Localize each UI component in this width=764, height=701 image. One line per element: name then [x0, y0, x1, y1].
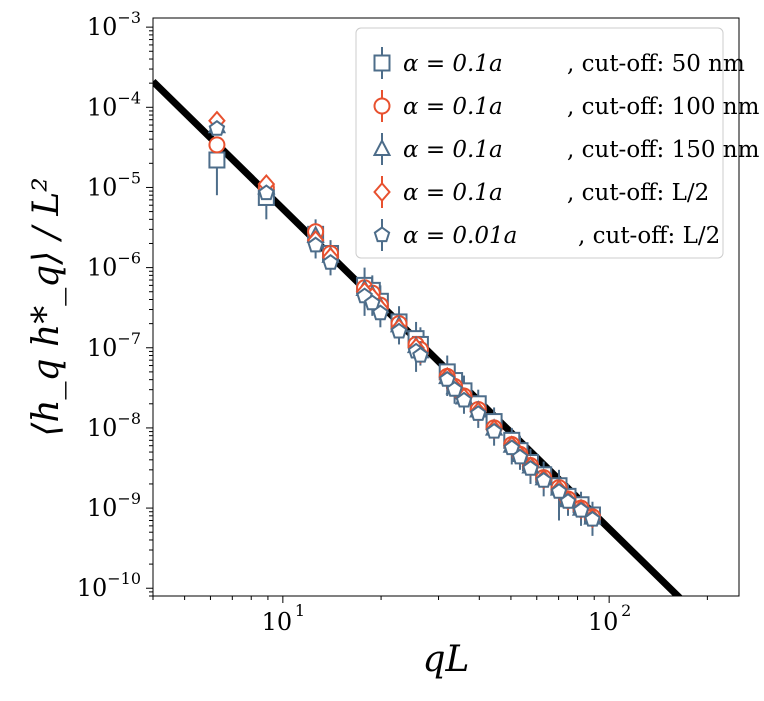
legend-label-cutoff: , cut-off: 150 nm — [567, 137, 760, 163]
data-point-pentagon — [208, 120, 226, 136]
data-point-square — [208, 151, 226, 169]
data-point-pentagon — [535, 471, 552, 488]
data-point-pentagon — [322, 254, 339, 270]
data-point-pentagon — [412, 346, 429, 363]
data-point-circle — [208, 136, 226, 154]
data-point-pentagon — [307, 236, 324, 253]
data-point-pentagon — [469, 405, 487, 421]
data-point-pentagon — [584, 510, 601, 527]
y-tick-exponent: −6 — [117, 249, 141, 268]
data-point-pentagon — [572, 501, 590, 518]
data-point-pentagon — [503, 439, 521, 456]
y-tick-label: 10−3 — [87, 8, 141, 41]
y-tick-label: 10−4 — [87, 88, 141, 121]
x-tick-label: 10 — [588, 608, 619, 636]
y-tick-exponent: −3 — [117, 8, 141, 27]
x-tick-exponent: 1 — [295, 601, 305, 620]
legend-marker-pentagon — [373, 226, 391, 243]
legend-label-alpha: α = 0.1a — [403, 180, 503, 206]
y-tick-exponent: −4 — [117, 88, 141, 107]
legend-box — [355, 27, 724, 259]
y-tick-exponent: −8 — [117, 409, 141, 428]
data-point-pentagon — [390, 322, 408, 339]
legend-label-alpha: α = 0.1a — [403, 51, 503, 77]
legend-marker-circle — [373, 97, 391, 115]
data-point-pentagon — [455, 391, 473, 408]
y-tick-exponent: −10 — [107, 569, 141, 588]
legend-marker-diamond — [373, 181, 391, 203]
y-tick-label: 10−9 — [87, 489, 141, 522]
legend: α = 0.1a , cut-off: 50 nm α = 0.1a , cut-of… — [355, 27, 760, 259]
x-axis-label: qL — [423, 639, 470, 680]
legend-label-cutoff: , cut-off: L/2 — [567, 180, 709, 206]
y-tick-exponent: −9 — [117, 489, 141, 508]
y-tick-label: 10−6 — [87, 249, 141, 282]
legend-label-alpha: α = 0.1a — [403, 94, 503, 120]
legend-label-cutoff: , cut-off: 100 nm — [567, 94, 760, 120]
x-tick-label: 10 — [262, 608, 293, 636]
legend-marker-triangle — [372, 138, 392, 156]
y-tick-label: 10−7 — [87, 329, 141, 362]
y-tick-exponent: −5 — [117, 168, 141, 187]
plot-frame — [152, 17, 740, 597]
data-point-pentagon — [363, 294, 381, 311]
legend-label-cutoff: , cut-off: 50 nm — [567, 51, 745, 77]
x-tick-exponent: 2 — [621, 601, 631, 620]
legend-label-alpha: α = 0.1a — [403, 137, 503, 163]
data-point-pentagon — [522, 459, 539, 476]
data-point-pentagon — [372, 304, 389, 321]
y-tick-label: 10−8 — [87, 409, 141, 442]
legend-label-alpha: α = 0.01a — [403, 223, 517, 249]
data-point-pentagon — [446, 380, 463, 397]
y-tick-exponent: −7 — [117, 329, 141, 348]
y-axis-label: ⟨h_q h*_q⟩ / L² — [26, 177, 67, 436]
y-tick-label: 10−10 — [77, 569, 141, 602]
legend-label-cutoff: , cut-off: L/2 — [578, 223, 720, 249]
y-tick-label: 10−5 — [87, 168, 141, 201]
data-point-pentagon — [485, 422, 503, 439]
data-point-pentagon — [550, 482, 568, 499]
data-point-pentagon — [559, 492, 577, 509]
data-point-pentagon — [511, 448, 529, 465]
data-point-pentagon — [438, 370, 456, 387]
data-point-pentagon — [258, 184, 275, 201]
legend-marker-square — [373, 54, 391, 72]
